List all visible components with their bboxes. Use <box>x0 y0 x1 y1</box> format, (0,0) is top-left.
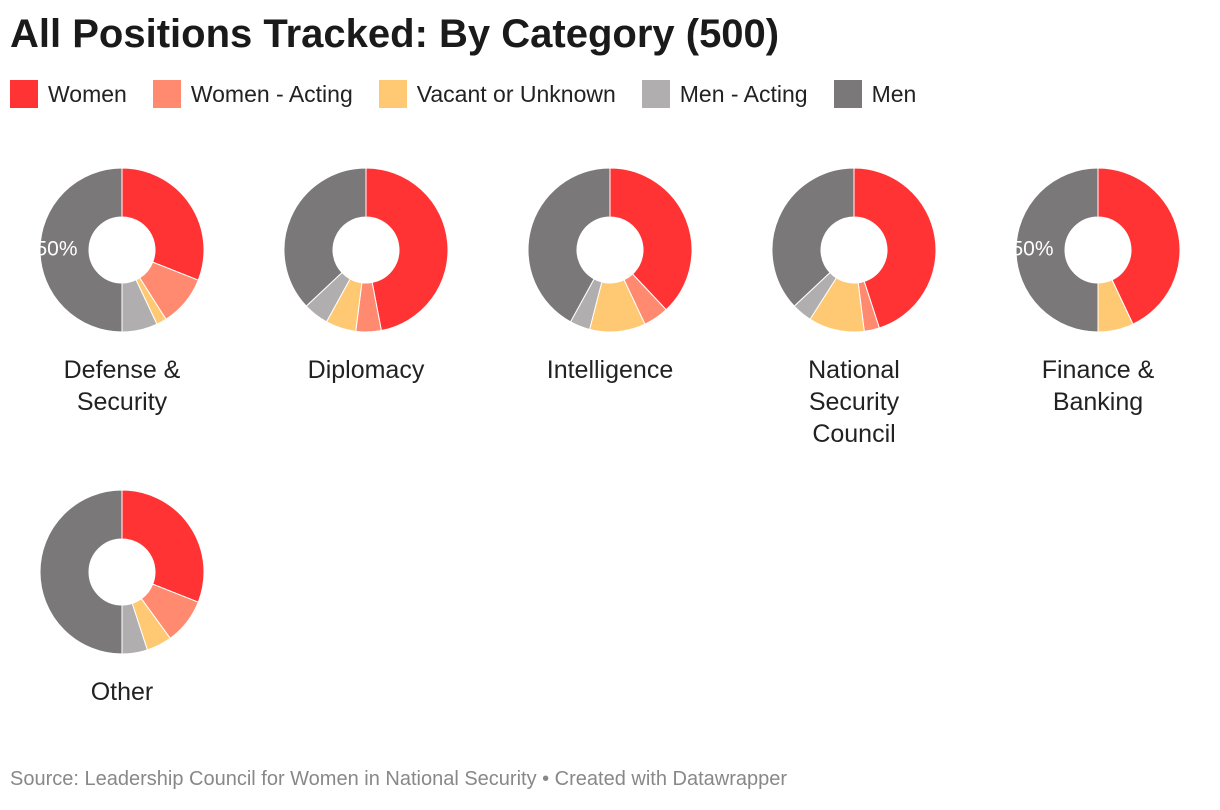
chart-grid: 50% Defense & Security Diplomacy Intelligen… <box>0 166 1220 810</box>
donut-slice <box>609 167 693 311</box>
donut-chart: 50% <box>38 167 205 333</box>
donut-slice <box>771 167 855 307</box>
donut-slice <box>121 167 205 281</box>
donut-chart: 50% <box>1014 167 1181 333</box>
category-label: Finance & Banking <box>1041 356 1155 416</box>
legend-item: Women - Acting <box>152 80 353 108</box>
legend-swatch <box>641 80 670 108</box>
category-label: Defense & Security <box>63 356 181 416</box>
category-label: National Security Council <box>808 356 900 448</box>
category-label: Intelligence <box>546 356 674 384</box>
donut-slice <box>39 489 123 655</box>
donut-chart <box>39 489 205 655</box>
donut-chart <box>283 167 449 333</box>
donut-slice <box>1097 167 1181 325</box>
donut-chart <box>527 167 693 333</box>
category-label: Other <box>90 678 154 706</box>
donut-slice <box>853 167 937 329</box>
chart-cell: 50% Finance & Banking <box>976 166 1220 488</box>
chart-cell: National Security Council <box>732 166 976 488</box>
donut-chart <box>771 167 937 333</box>
legend-label: Women <box>48 80 127 107</box>
legend-swatch <box>152 80 181 108</box>
legend-item: Women <box>10 80 127 108</box>
donut-slice <box>283 167 367 307</box>
source-note: Source: Leadership Council for Women in … <box>10 768 788 790</box>
chart-title: All Positions Tracked: By Category (500) <box>10 12 780 56</box>
legend-label: Men <box>871 80 917 107</box>
value-label: 50% <box>38 238 78 261</box>
category-label: Diplomacy <box>307 356 425 384</box>
legend-item: Men - Acting <box>641 80 808 108</box>
legend-item: Vacant or Unknown <box>378 80 616 108</box>
donut-slice <box>39 167 123 333</box>
legend-swatch <box>10 80 38 108</box>
chart-cell: 50% Defense & Security <box>0 166 244 488</box>
legend: Women Women - Acting Vacant or Unknown Men … <box>10 80 942 108</box>
legend-label: Vacant or Unknown <box>416 80 616 107</box>
legend-item: Men <box>833 80 917 108</box>
chart-cell: Diplomacy <box>244 166 488 488</box>
legend-swatch <box>378 80 407 108</box>
legend-swatch <box>833 80 862 108</box>
donut-slice <box>365 167 449 332</box>
legend-label: Men - Acting <box>679 80 808 107</box>
chart-cell: Intelligence <box>488 166 732 488</box>
donut-slice <box>121 489 205 603</box>
chart-cell: Other <box>0 488 244 810</box>
donut-slice <box>1015 167 1099 333</box>
value-label: 50% <box>1014 238 1054 261</box>
legend-label: Women - Acting <box>190 80 353 107</box>
donut-slice <box>527 167 611 323</box>
